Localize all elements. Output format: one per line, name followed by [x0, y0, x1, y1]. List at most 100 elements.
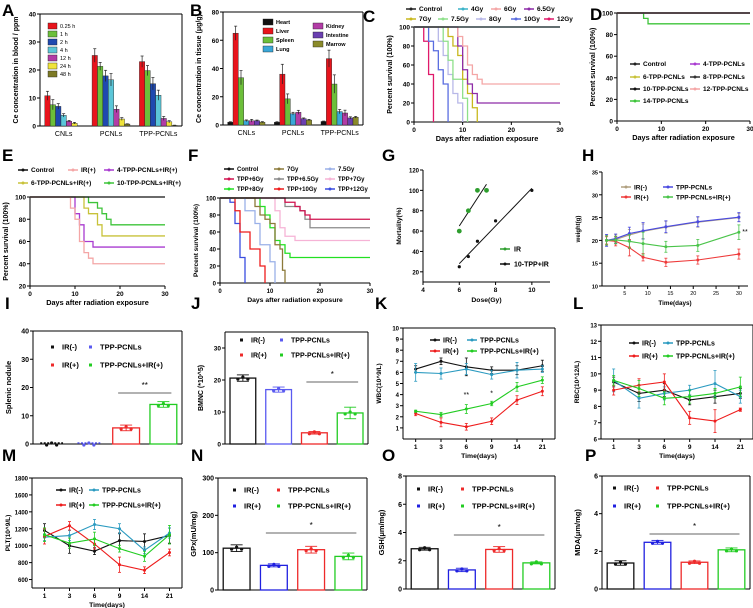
panel-label: G [382, 146, 396, 165]
y-axis-title: Percent survival (100%) [590, 28, 597, 107]
panel-e: E 20 40 60 80 100 Percent survival (100%) 0 10 2… [0, 145, 185, 307]
data-point [230, 547, 234, 551]
y-tick-label: 6 [594, 438, 598, 444]
data-point [662, 396, 666, 400]
legend-marker-TPP-PCNLs [470, 338, 474, 342]
legend-label: IR(+) [62, 361, 79, 370]
data-point [490, 401, 494, 405]
data-point [515, 398, 519, 402]
data-point [304, 549, 308, 553]
data-point [119, 427, 123, 431]
x-axis-title: Time(days) [89, 602, 125, 608]
y-tick-label: 20 [403, 101, 411, 108]
bar-1h [144, 70, 151, 127]
y-tick-label: 100 [206, 197, 217, 203]
legend-label: TPP-PCNLs+IR(+) [472, 502, 535, 511]
y-tick-label: 10 [392, 327, 399, 333]
panel-label: E [2, 146, 14, 165]
x-tick-label: 20 [690, 291, 696, 297]
legend-marker-6.5Gy [527, 7, 531, 11]
legend-marker [89, 363, 92, 367]
line-TPP-PCNLs+IR(+) [44, 534, 170, 557]
x-tick-label: PCNLs [100, 131, 123, 138]
x-tick-label: 5 [623, 291, 626, 297]
y-tick-label: 40 [21, 329, 29, 336]
data-point-10-TPP+IR [475, 239, 480, 243]
x-tick-label: 1 [414, 444, 418, 451]
legend-marker-Control [633, 62, 637, 66]
legend-swatch [312, 40, 324, 48]
legend-marker-7Gy [409, 17, 413, 21]
legend-marker [233, 504, 236, 508]
bar-TPP-PCNLs [680, 561, 709, 590]
data-point [423, 546, 427, 550]
chart-h: 10 15 20 25 30 35 weight(g) 5 10 15 20 25 30 Time(day… [576, 171, 748, 307]
y-axis-title: Percent survival (100%) [193, 204, 200, 277]
line-IR(-) [415, 360, 543, 371]
x-axis-title: Days after radiation exposure [632, 133, 735, 142]
panel-label: F [188, 146, 199, 165]
legend-label: TPP+8Gy [237, 187, 264, 193]
curve-IR+ [30, 196, 165, 265]
data-point [650, 541, 655, 545]
data-point [43, 533, 46, 537]
legend-swatch [47, 38, 58, 46]
data-point [492, 548, 496, 553]
legend-marker [51, 345, 54, 349]
legend-marker-IR(-) [624, 185, 628, 189]
bar-Marrow [306, 119, 312, 126]
y-tick-label: 80 [209, 214, 216, 220]
x-tick-label: CNLs [238, 130, 256, 137]
legend-marker-IR(-) [59, 488, 63, 492]
legend-marker-TPP+6Gy [227, 177, 231, 181]
legend-label: 4Gy [471, 6, 484, 13]
data-point [641, 255, 645, 259]
data-point [490, 419, 494, 423]
x-tick-label: 6 [663, 444, 667, 451]
x-tick-label: CNLs [55, 131, 73, 138]
x-axis-title: Days after radiation exposure [436, 134, 539, 143]
chart-n: 0 100 200 300 GPx(mU/mg) IR(-) TPP-PCNLs IR(+) T… [189, 476, 368, 595]
data-point [737, 252, 741, 256]
legend-marker-Control [227, 167, 231, 171]
x-tick-label: TPP-PCNLs [139, 131, 178, 138]
bar-IR(+) [643, 541, 672, 590]
x-axis-title: Time(days) [659, 453, 695, 460]
y-tick-label: 0 [398, 587, 402, 594]
legend-label: 7Gy [419, 16, 432, 23]
line-IR(+) [606, 239, 739, 263]
line-TPP-PCNLs+IR(+) [613, 379, 741, 399]
curve-10-TPP-PCNLs+IR+ [30, 196, 165, 226]
legend-label: IR(+) [81, 167, 96, 174]
data-point [68, 524, 71, 528]
legend-label: 24 h [60, 64, 71, 70]
legend-label: IR(+) [244, 502, 261, 511]
data-point [414, 409, 418, 413]
data-point [613, 562, 618, 566]
x-tick-label: 10 [528, 287, 536, 294]
legend-marker-8-TPP-PCNLs [693, 75, 697, 79]
bar-Marrow [352, 117, 359, 126]
y-tick-label: 1800 [15, 477, 29, 483]
y-tick-label: 100 [409, 189, 420, 195]
data-point [267, 564, 271, 568]
data-point [341, 555, 345, 559]
panel-b: B 0 20 40 60 80 Ce concentration in tissue (μ… [185, 0, 365, 140]
legend-label: IR(-) [642, 341, 656, 348]
line-IR(+) [44, 525, 170, 571]
y-tick-label: 30 [29, 40, 37, 47]
x-tick-label: 3 [439, 444, 443, 451]
x-tick-label: PCNLs [282, 130, 305, 137]
y-tick-label: 8 [594, 405, 598, 411]
x-tick-label: 1 [43, 593, 47, 600]
data-point [418, 548, 422, 552]
legend-label: IR(+) [428, 502, 445, 511]
legend-label: Control [31, 167, 54, 174]
y-tick-label: 11 [591, 356, 598, 362]
significance-marker: * [498, 523, 501, 532]
bar-TPP-PCNLs+IR(+) [717, 549, 746, 590]
legend-marker-IR(-) [433, 338, 437, 342]
line-IR(-) [44, 529, 170, 552]
bar-48h [124, 123, 131, 127]
x-tick-label: TPP-PCNLs [321, 130, 360, 137]
